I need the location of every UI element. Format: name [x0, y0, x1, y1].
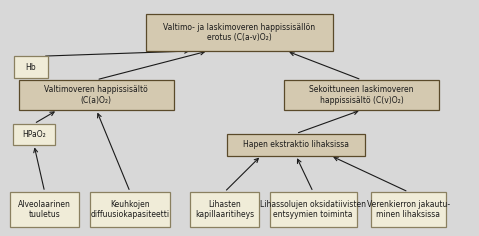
- Text: Hapen ekstraktio lihaksissa: Hapen ekstraktio lihaksissa: [243, 140, 349, 149]
- Text: HPaO₂: HPaO₂: [22, 130, 46, 139]
- FancyBboxPatch shape: [227, 134, 365, 156]
- Text: Lihasten
kapillaaritiheys: Lihasten kapillaaritiheys: [195, 200, 254, 219]
- Text: Sekoittuneen laskimoveren
happissisältö (C(v)O₂): Sekoittuneen laskimoveren happissisältö …: [309, 85, 414, 105]
- Text: Valtimoveren happissisältö
(C(a)O₂): Valtimoveren happissisältö (C(a)O₂): [45, 85, 148, 105]
- Text: Lihassolujen oksidatiivisten
entsyymien toiminta: Lihassolujen oksidatiivisten entsyymien …: [260, 200, 366, 219]
- FancyBboxPatch shape: [14, 56, 47, 78]
- Text: Hb: Hb: [25, 63, 36, 72]
- FancyBboxPatch shape: [284, 80, 439, 110]
- FancyBboxPatch shape: [371, 192, 445, 227]
- FancyBboxPatch shape: [90, 192, 170, 227]
- Text: Alveolaarinen
tuuletus: Alveolaarinen tuuletus: [18, 200, 71, 219]
- FancyBboxPatch shape: [146, 14, 333, 51]
- Text: Keuhkojen
diffuusiokapasiteetti: Keuhkojen diffuusiokapasiteetti: [91, 200, 170, 219]
- FancyBboxPatch shape: [270, 192, 357, 227]
- Text: Valtimo- ja laskimoveren happissisällön
erotus (C(a-v)O₂): Valtimo- ja laskimoveren happissisällön …: [163, 23, 316, 42]
- FancyBboxPatch shape: [190, 192, 259, 227]
- FancyBboxPatch shape: [13, 124, 55, 145]
- FancyBboxPatch shape: [10, 192, 80, 227]
- Text: Verenkierron jakautu-
minen lihaksissa: Verenkierron jakautu- minen lihaksissa: [367, 200, 450, 219]
- FancyBboxPatch shape: [19, 80, 174, 110]
